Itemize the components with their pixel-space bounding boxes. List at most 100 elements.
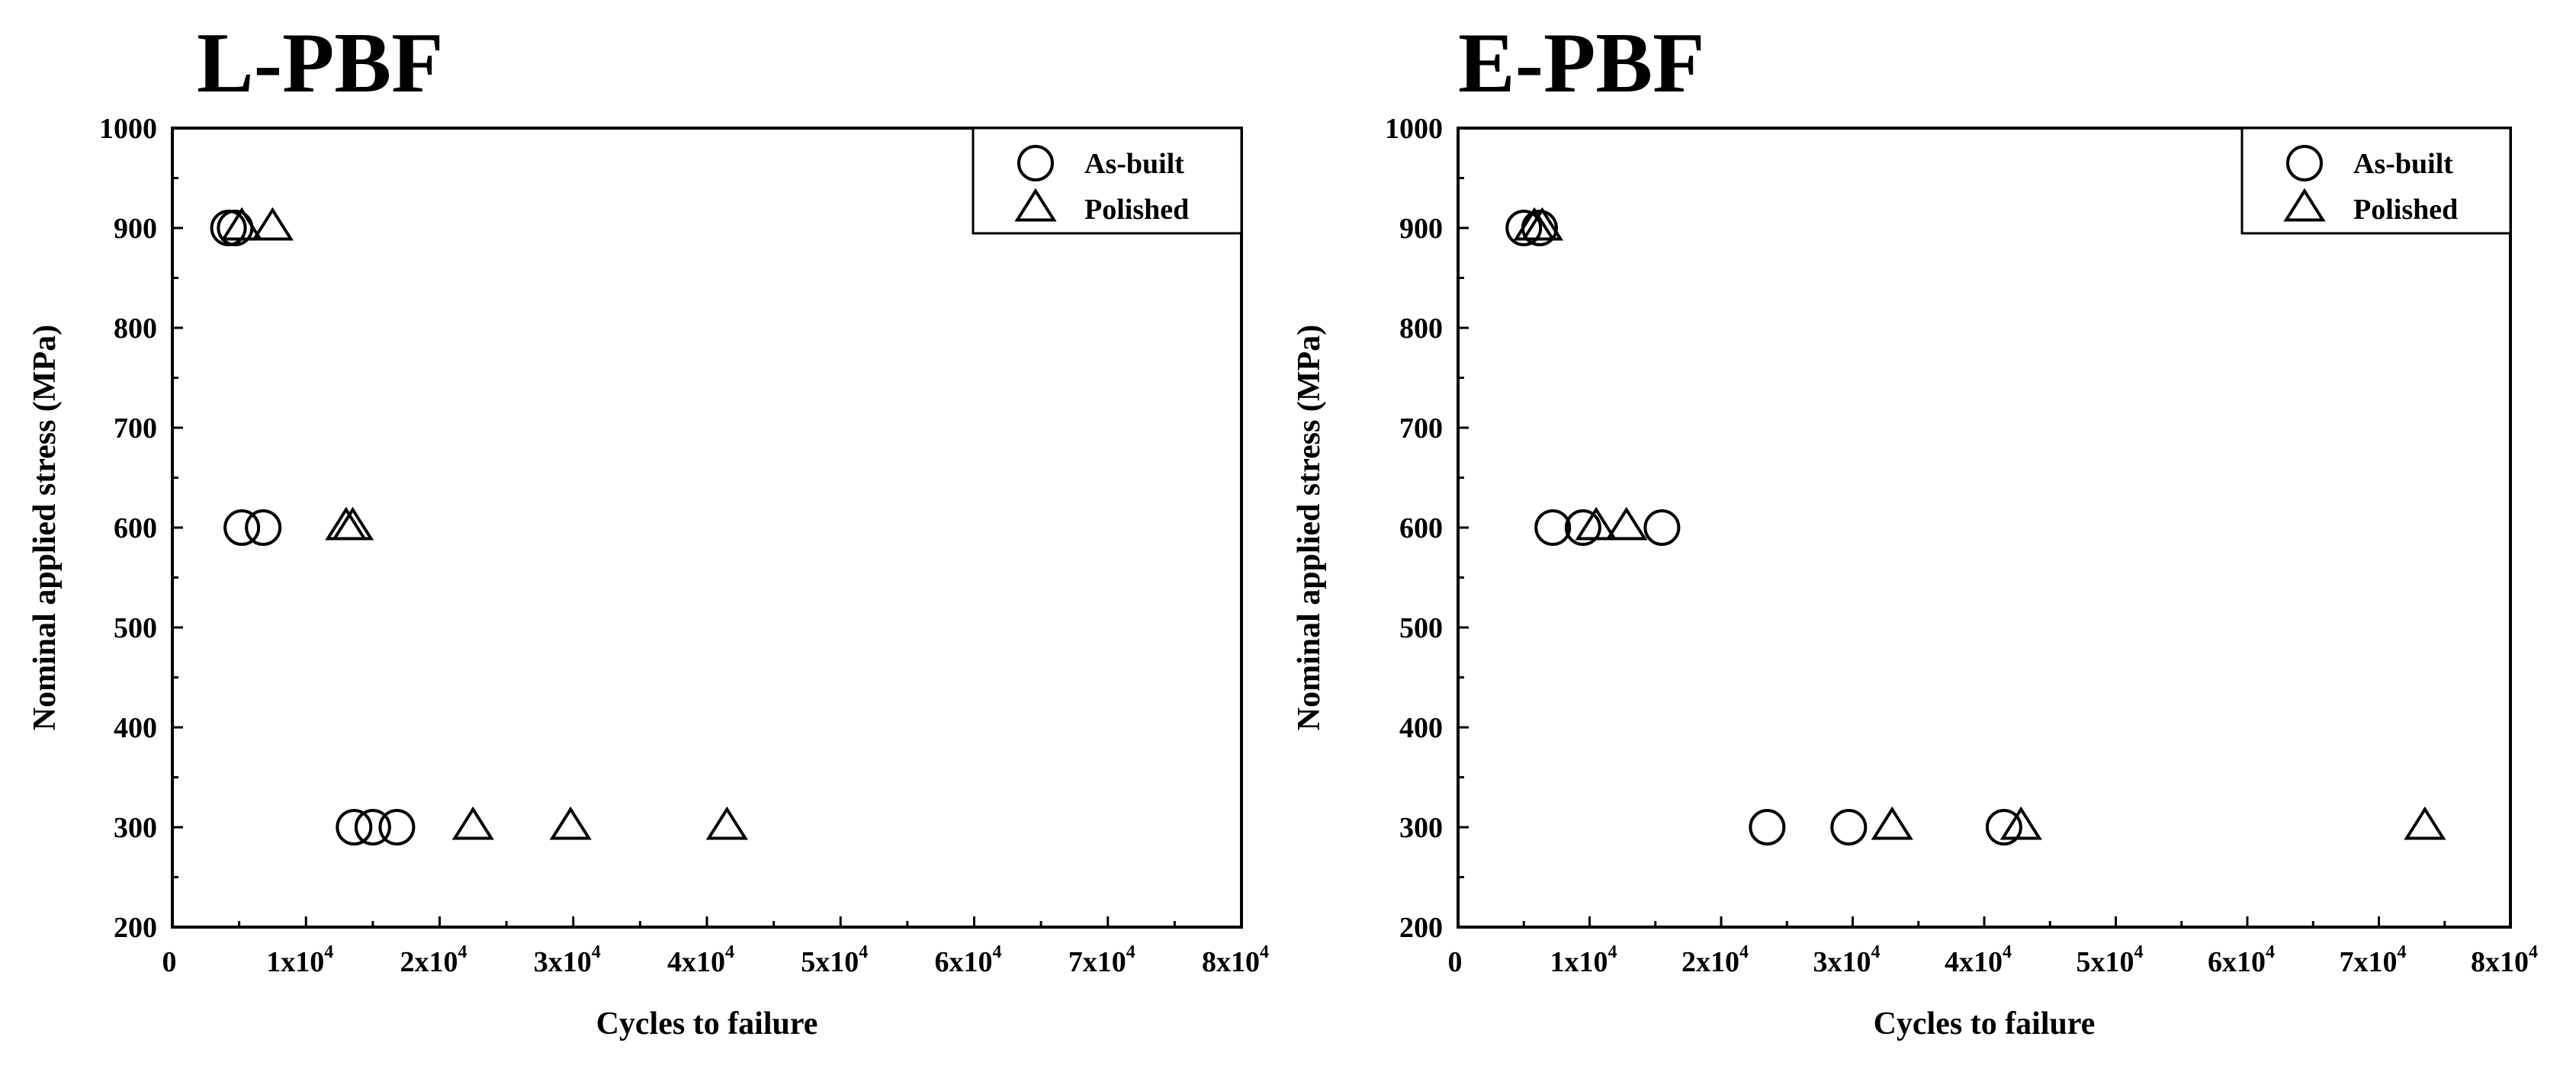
x-tick-label-exponent: 4 [2398,942,2407,962]
triangle-point [1521,207,1564,241]
y-tick-label: 800 [1399,313,1443,345]
x-tick-label-exponent: 4 [1608,942,1617,962]
y-tick-label: 900 [1399,213,1443,245]
x-tick-label-base: 3x10 [534,946,592,978]
legend-triangle-icon [1014,188,1057,222]
x-tick-label-base: 8x10 [2471,946,2529,978]
triangle-point [1575,506,1617,541]
triangle-point [1999,806,2042,840]
x-tick-label-base: 1x10 [266,946,324,978]
y-tick-label: 600 [114,512,157,544]
circle-point [1749,809,1786,846]
legend-box [972,127,1243,235]
circle-point [354,809,391,846]
legend-label: As-built [1084,148,1184,180]
chart-title: E-PBF [1458,16,1705,111]
x-tick-label-base: 8x10 [1202,946,1260,978]
x-tick-label-base: 2x10 [400,946,458,978]
legend-label: Polished [2353,194,2458,226]
y-tick-label: 900 [114,213,157,245]
x-tick-label-exponent: 4 [2529,942,2538,962]
x-tick-label-exponent: 4 [993,942,1002,962]
x-tick-label: 6x104 [2208,942,2275,978]
legend-triangle-icon [2283,188,2326,222]
x-axis-label: Cycles to failure [1874,1006,2096,1041]
y-tick-label: 800 [114,313,157,345]
x-tick-label-exponent: 4 [859,942,868,962]
circle-point [223,509,261,546]
x-tick-label: 1x104 [1550,942,1617,978]
series-polished [1513,207,2446,840]
x-axis-label: Cycles to failure [596,1006,818,1041]
x-tick-label-base: 4x10 [1945,946,2003,978]
circle-point [336,809,373,846]
x-tick-label-base: 0 [1448,946,1463,978]
series-polished [220,207,748,840]
triangle-point [1871,806,1913,840]
triangle-point [1605,506,1648,541]
x-tick-label-base: 3x10 [1813,946,1871,978]
triangle-point [331,506,374,541]
triangle-point [251,207,294,241]
x-tick-label-base: 4x10 [667,946,725,978]
legend-box [2240,127,2512,235]
y-tick-label: 1000 [1385,113,1443,145]
y-tick-label: 200 [114,912,157,944]
y-tick-label: 700 [1399,412,1443,444]
x-tick-label: 1x104 [266,942,333,978]
x-tick-label: 8x104 [1202,942,1269,978]
legend: As-built Polished [972,127,1243,235]
x-tick-label-exponent: 4 [324,942,333,962]
x-tick-label: 2x104 [1681,942,1749,978]
circle-point [245,509,282,546]
triangle-point [451,806,494,840]
x-tick-label-base: 1x10 [1550,946,1608,978]
x-tick-label-base: 7x10 [2340,946,2398,978]
x-tick-label-exponent: 4 [458,942,467,962]
x-tick-label: 4x104 [667,942,734,978]
circle-point [378,809,416,846]
triangle-point [220,207,263,241]
x-tick-label-exponent: 4 [1126,942,1135,962]
circle-point [1830,809,1868,846]
x-tick-label-exponent: 4 [725,942,734,962]
y-tick-label: 400 [1399,712,1443,744]
circle-point [1643,509,1681,546]
legend: As-built Polished [2240,127,2512,235]
y-tick-label: 300 [1399,812,1443,844]
y-tick-label: 600 [1399,512,1443,544]
x-tick-label: 0 [1448,946,1463,978]
triangle-point [705,806,748,840]
legend-label: As-built [2353,148,2453,180]
chart-title: L-PBF [197,16,444,111]
triangle-point [325,506,368,541]
x-tick-label-exponent: 4 [1871,942,1881,962]
x-tick-label: 4x104 [1945,942,2012,978]
x-tick-label: 5x104 [801,942,868,978]
x-tick-label: 5x104 [2077,942,2144,978]
y-axis-label: Nominal applied stress (MPa) [1292,325,1327,730]
y-tick-label: 1000 [99,113,157,145]
x-tick-label-base: 6x10 [935,946,993,978]
x-tick-label-exponent: 4 [2134,942,2144,962]
y-tick-label: 500 [1399,612,1443,644]
triangle-point [549,806,592,840]
y-tick-label: 500 [114,612,157,644]
x-tick-label-exponent: 4 [1260,942,1269,962]
x-tick-label: 0 [162,946,177,978]
circle-point [1564,509,1601,546]
triangle-point [2404,806,2446,840]
y-tick-label: 400 [114,712,157,744]
x-tick-label: 3x104 [1813,942,1881,978]
x-tick-label: 7x104 [2340,942,2407,978]
x-tick-label-base: 5x10 [801,946,859,978]
x-tick-label: 8x104 [2471,942,2538,978]
circle-point [1534,509,1572,546]
series-as-built [210,210,416,846]
x-tick-label-base: 2x10 [1681,946,1739,978]
legend-circle-icon [1017,145,1054,181]
y-axis-label: Nominal applied stress (MPa) [27,325,63,730]
